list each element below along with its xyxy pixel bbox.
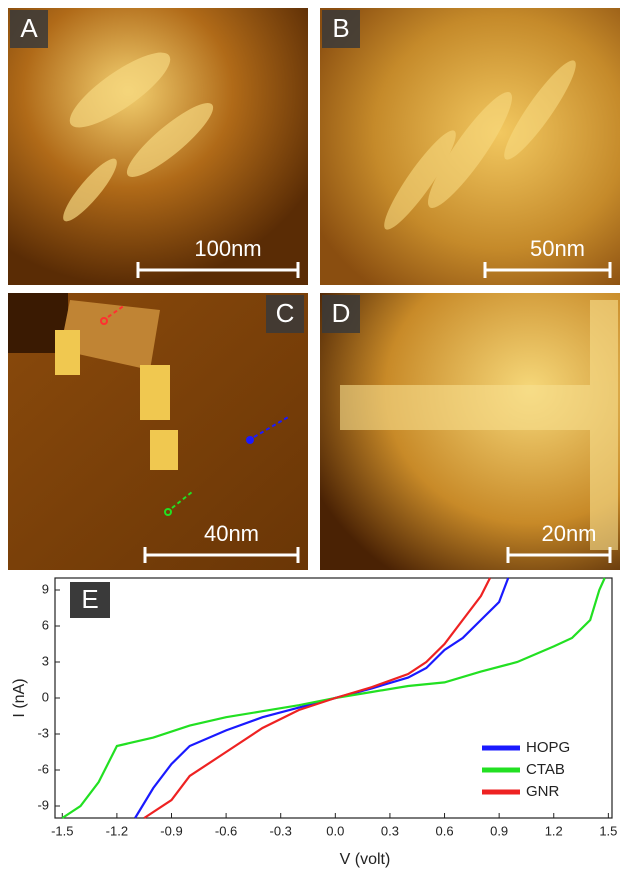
x-tick-label: -0.6	[215, 823, 237, 838]
panel-label: A	[20, 13, 38, 43]
figure: V (volt) I (nA) E A 100nm B 50nm C 40nm D 20nm -…	[0, 0, 626, 875]
y-tick-label: 3	[42, 653, 49, 668]
legend-label: CTAB	[526, 761, 565, 778]
scale-label: 100nm	[194, 236, 261, 261]
legend-label: GNR	[526, 783, 560, 800]
x-tick-label: -1.2	[106, 823, 128, 838]
panel-label: E	[81, 584, 98, 614]
panel-label: D	[332, 298, 351, 328]
x-tick-label: -0.3	[270, 823, 292, 838]
x-tick-label: -1.5	[51, 823, 73, 838]
legend-label: HOPG	[526, 739, 570, 756]
x-tick-label: 0.9	[490, 823, 508, 838]
x-tick-label: 0.6	[435, 823, 453, 838]
y-tick-label: 9	[42, 581, 49, 596]
y-tick-label: -3	[37, 725, 49, 740]
scale-label: 40nm	[204, 521, 259, 546]
scale-label: 20nm	[541, 521, 596, 546]
panel-label: B	[332, 13, 349, 43]
x-tick-label: 1.2	[545, 823, 563, 838]
scale-label: 50nm	[530, 236, 585, 261]
y-axis-label: I (nA)	[11, 678, 28, 717]
panel-images	[8, 8, 620, 570]
y-tick-label: -6	[37, 761, 49, 776]
panel-label: C	[276, 298, 295, 328]
x-tick-label: 0.0	[326, 823, 344, 838]
y-tick-label: -9	[37, 797, 49, 812]
y-tick-label: 6	[42, 617, 49, 632]
x-tick-label: -0.9	[160, 823, 182, 838]
y-tick-label: 0	[42, 689, 49, 704]
x-axis-label: V (volt)	[340, 851, 391, 868]
x-tick-label: 0.3	[381, 823, 399, 838]
x-tick-label: 1.5	[599, 823, 617, 838]
